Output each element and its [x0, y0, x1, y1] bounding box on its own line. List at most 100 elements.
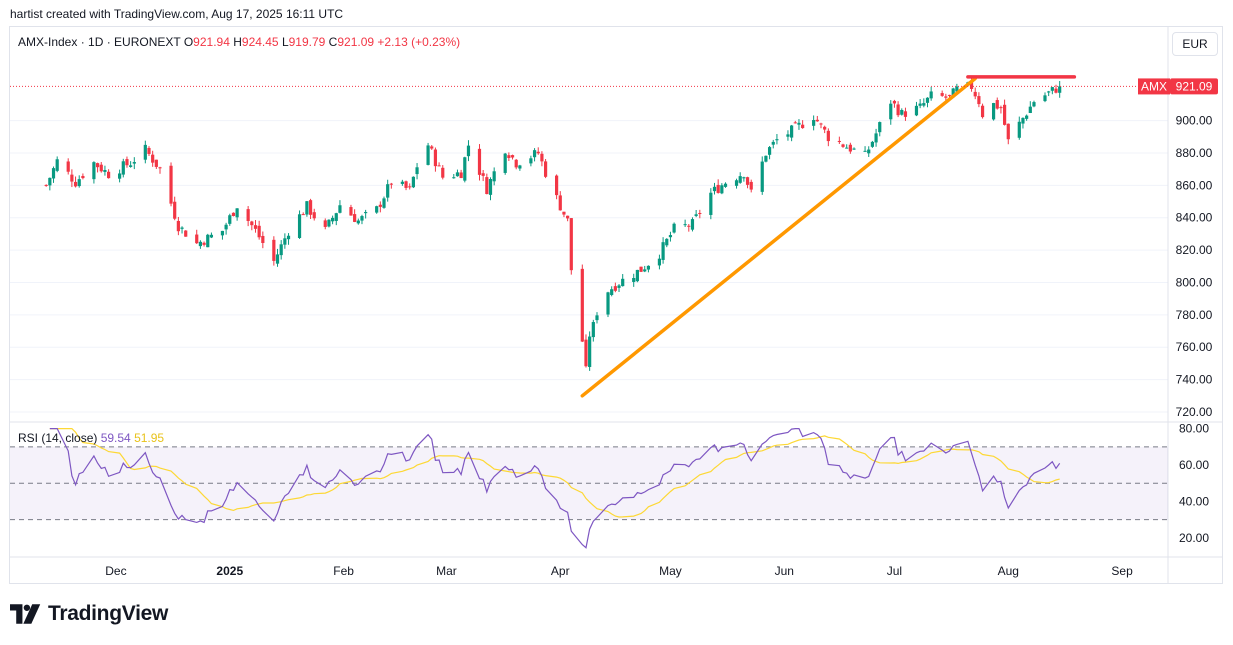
price-tick-label: 760.00 — [1176, 340, 1213, 354]
candle-body — [588, 336, 592, 367]
candle-body — [283, 238, 287, 245]
candle-body — [657, 258, 662, 266]
candle-body — [1043, 95, 1047, 102]
candle-body — [437, 165, 441, 167]
candle-body — [621, 278, 625, 287]
time-tick-label: Aug — [998, 564, 1019, 578]
time-tick-label: May — [659, 564, 682, 578]
candle-body — [848, 144, 852, 152]
candle-body — [253, 225, 258, 229]
candle-body — [661, 242, 665, 260]
candle-body — [1047, 91, 1051, 93]
candle-body — [77, 179, 81, 187]
candle-body — [991, 103, 996, 120]
candle-body — [66, 161, 70, 172]
candle-body — [404, 181, 408, 188]
candle-body — [995, 100, 999, 109]
candle-body — [81, 175, 85, 179]
candle-body — [709, 192, 713, 215]
candle-body — [286, 235, 291, 240]
candle-body — [301, 214, 305, 216]
rsi-tick-label: 80.00 — [1179, 422, 1209, 436]
candle-body — [331, 217, 335, 222]
candle-body — [665, 238, 669, 246]
candle-body — [463, 157, 467, 181]
candle-body — [327, 219, 331, 227]
candle-body — [107, 171, 111, 179]
candle-body — [999, 107, 1003, 109]
candle-body — [863, 150, 867, 152]
candle-body — [433, 149, 438, 167]
candle-body — [73, 181, 78, 187]
time-tick-label: Jun — [775, 564, 794, 578]
candle-body — [892, 100, 897, 104]
rsi-line — [49, 428, 1061, 549]
candle-body — [606, 292, 610, 315]
rsi-tick-label: 60.00 — [1179, 458, 1209, 472]
candle-body — [514, 159, 518, 168]
candle-body — [643, 269, 647, 272]
rsi-band — [10, 446, 1168, 521]
price-tag-symbol: AMX — [1141, 79, 1167, 93]
candle-body — [272, 239, 276, 261]
candle-body — [580, 268, 584, 342]
rsi-value: 59.54 — [100, 431, 131, 445]
candle-body — [760, 161, 764, 192]
price-tag-value: 921.09 — [1176, 79, 1213, 93]
candle-body — [668, 235, 673, 238]
candle-body — [386, 184, 390, 198]
candle-body — [99, 164, 103, 172]
candle-body — [356, 220, 360, 224]
candle-body — [1032, 102, 1036, 107]
price-tick-label: 880.00 — [1176, 146, 1213, 160]
tradingview-logo-icon — [10, 604, 41, 624]
candle-body — [488, 178, 493, 195]
candle-body — [400, 181, 404, 184]
candle-body — [698, 212, 702, 214]
candle-body — [562, 211, 566, 215]
candle-body — [147, 147, 151, 154]
high-value: 924.45 — [241, 35, 279, 49]
candle-body — [1054, 88, 1058, 93]
candle-body — [1050, 87, 1054, 91]
candle-body — [180, 227, 184, 229]
candle-body — [143, 144, 147, 160]
symbol-label[interactable]: AMX-Index · 1D · EURONEXT — [18, 35, 181, 49]
candle-body — [257, 225, 261, 238]
candle-body — [826, 130, 830, 142]
candle-body — [734, 180, 739, 186]
tradingview-brand: TradingView — [10, 602, 168, 626]
candle-body — [555, 175, 559, 196]
candle-body — [617, 285, 621, 288]
candle-body — [103, 169, 107, 172]
candle-body — [195, 234, 199, 244]
candle-body — [947, 94, 952, 96]
candle-body — [481, 173, 485, 176]
time-tick-label: Mar — [436, 564, 457, 578]
chart-frame[interactable] — [9, 26, 1223, 584]
candle-body — [477, 148, 482, 175]
candle-body — [749, 181, 753, 190]
candle-body — [349, 207, 353, 216]
currency-button[interactable]: EUR — [1172, 32, 1218, 56]
candle-body — [845, 147, 849, 149]
candle-body — [900, 109, 904, 115]
candle-body — [742, 177, 746, 179]
candle-body — [977, 96, 981, 105]
candle-body — [231, 212, 236, 217]
candle-body — [151, 154, 155, 163]
candle-body — [635, 269, 639, 282]
candle-body — [202, 242, 206, 245]
candle-body — [220, 230, 225, 236]
rsi-ma-value: 51.95 — [134, 431, 165, 445]
time-tick-label: Jul — [887, 564, 902, 578]
candle-body — [790, 125, 794, 138]
candle-body — [914, 105, 919, 116]
candle-body — [819, 123, 823, 125]
candle-body — [206, 234, 210, 248]
candle-body — [815, 119, 819, 122]
candle-body — [408, 186, 412, 188]
candle-body — [540, 153, 544, 162]
rsi-label[interactable]: RSI (14, close) — [18, 431, 98, 445]
